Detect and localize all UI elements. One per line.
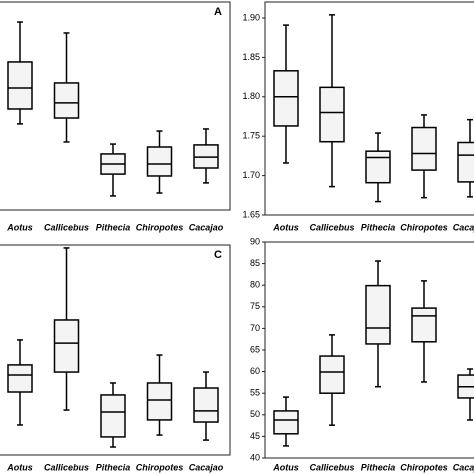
x-tick-label: Aotus (6, 462, 33, 472)
box (319, 86, 345, 143)
x-tick-label: Cacajao (189, 462, 224, 472)
panel-label: C (214, 249, 222, 261)
y-tick-label: 1.85 (242, 52, 260, 62)
y-tick-label: 85 (250, 258, 260, 268)
box (7, 61, 33, 110)
y-tick-label: 45 (250, 431, 260, 441)
box (193, 387, 219, 423)
box (146, 146, 173, 177)
box (7, 364, 33, 393)
y-tick-label: 40 (250, 452, 260, 462)
x-tick-label: Aotus (6, 222, 33, 232)
x-tick-label: Aotus (272, 222, 299, 232)
box (53, 82, 80, 119)
x-tick-label: Cacajao (189, 222, 224, 232)
y-tick-label: 75 (250, 301, 260, 311)
y-tick-label: 1.75 (242, 131, 260, 141)
box (146, 382, 173, 421)
box (457, 141, 474, 183)
x-tick-label: Cacajao (453, 222, 474, 232)
x-tick-label: Pithecia (361, 222, 396, 232)
box (411, 126, 437, 171)
x-tick-label: Pithecia (96, 462, 131, 472)
y-tick-label: 80 (250, 280, 260, 290)
panel-frame (0, 1, 231, 211)
x-tick-label: Callicebus (309, 222, 354, 232)
y-tick-label: 65 (250, 344, 260, 354)
x-tick-label: Pithecia (96, 222, 131, 232)
y-tick-label: 1.90 (242, 12, 260, 22)
x-tick-label: Chiropotes (400, 222, 448, 232)
y-tick-label: 70 (250, 323, 260, 333)
x-tick-label: Pithecia (361, 462, 396, 472)
x-tick-label: Callicebus (44, 222, 89, 232)
box (273, 70, 299, 127)
x-tick-label: Callicebus (44, 462, 89, 472)
x-tick-label: Callicebus (309, 462, 354, 472)
x-tick-label: Aotus (272, 462, 299, 472)
x-tick-label: Cacajao (453, 462, 474, 472)
y-tick-label: 1.70 (242, 170, 260, 180)
box (53, 319, 80, 373)
x-tick-label: Chiropotes (136, 462, 184, 472)
panel-frame (264, 1, 474, 216)
panel-frame (0, 244, 231, 456)
box (365, 284, 391, 345)
y-tick-label: 90 (250, 236, 260, 246)
x-tick-label: Chiropotes (400, 462, 448, 472)
y-tick-label: 60 (250, 366, 260, 376)
x-tick-label: Chiropotes (136, 222, 184, 232)
y-tick-label: 1.65 (242, 209, 260, 219)
box (411, 307, 437, 343)
panel-label: A (214, 6, 222, 18)
box (100, 394, 126, 438)
y-tick-label: 50 (250, 409, 260, 419)
box (365, 150, 391, 184)
box (319, 355, 345, 394)
y-tick-label: 55 (250, 388, 260, 398)
y-tick-label: 1.80 (242, 91, 260, 101)
box (273, 410, 299, 435)
